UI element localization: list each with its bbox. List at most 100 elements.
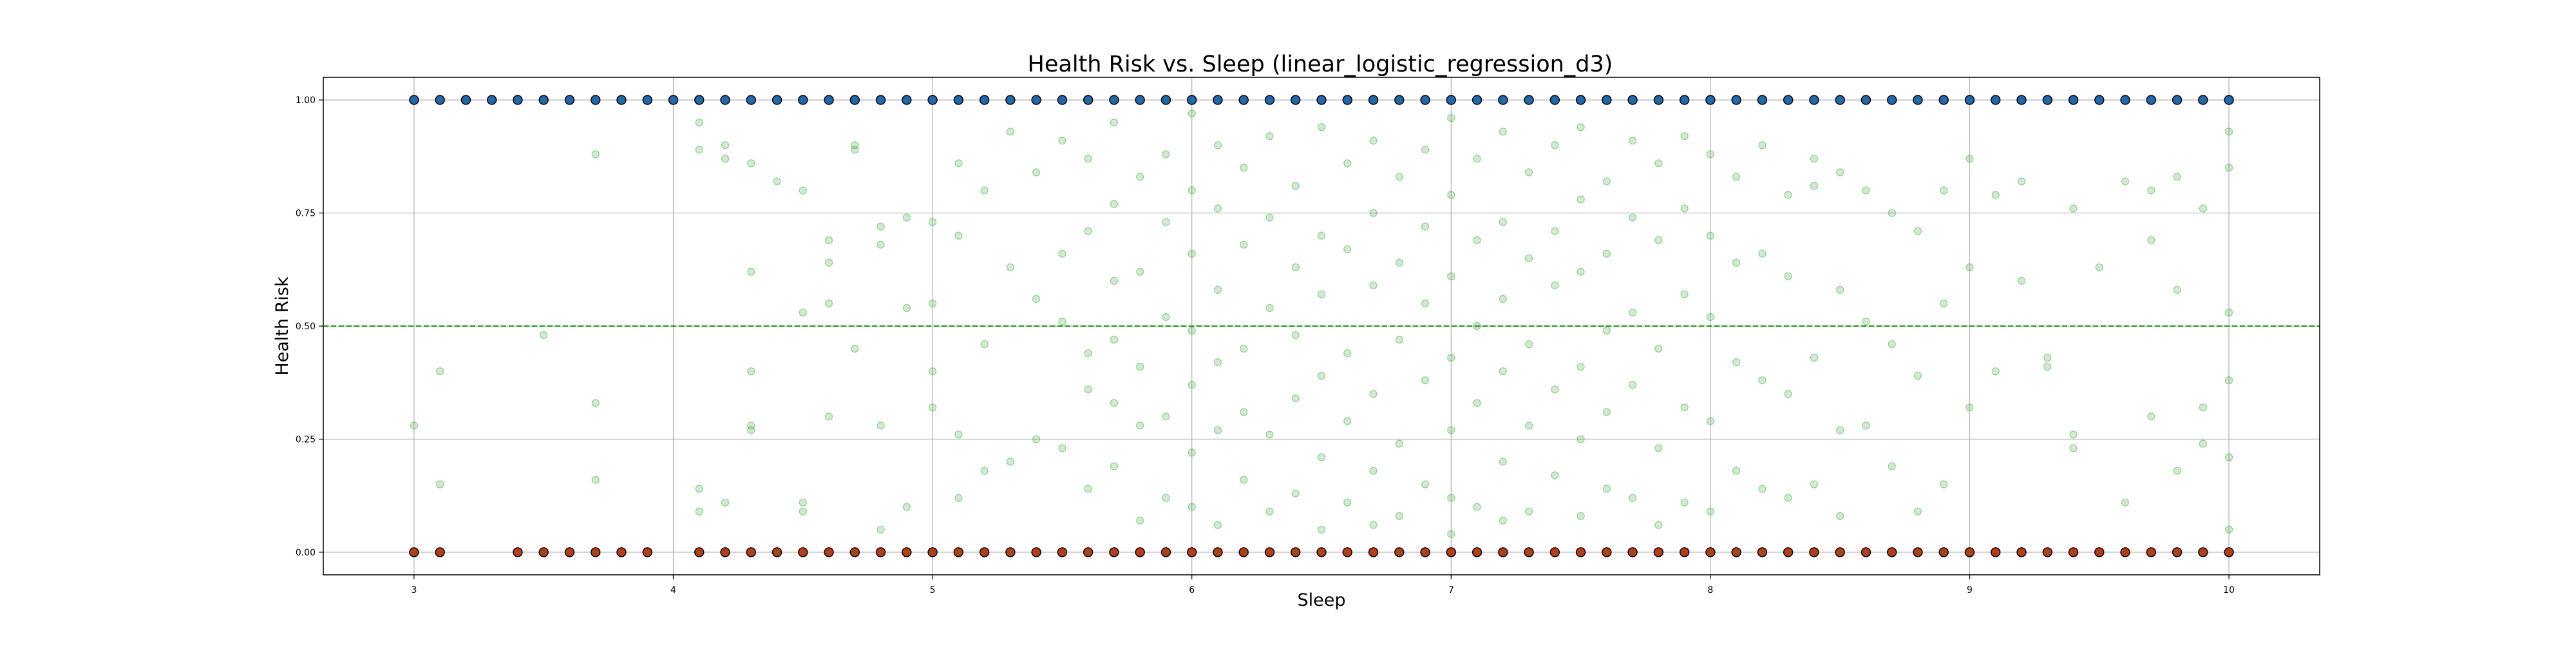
predicted-point <box>799 186 807 195</box>
label-1-point <box>616 95 627 105</box>
label-1-point <box>668 95 679 105</box>
predicted-point <box>1291 182 1300 190</box>
x-tick-label: 3 <box>411 585 417 595</box>
label-1-prediction-overlay <box>2121 96 2129 104</box>
label-0-point <box>1757 547 1768 557</box>
label-1-prediction-overlay <box>1836 96 1844 104</box>
predicted-point <box>1888 209 1896 217</box>
label-1-prediction-overlay <box>1110 96 1118 104</box>
predicted-point <box>1136 363 1144 371</box>
predicted-point <box>902 213 911 222</box>
label-1-point <box>1109 95 1119 105</box>
predicted-point <box>1343 498 1352 507</box>
label-1-point <box>1964 95 1975 105</box>
predicted-point <box>1784 390 1792 398</box>
predicted-point <box>1629 494 1637 502</box>
predicted-point <box>1680 132 1689 140</box>
label-1-point <box>513 95 523 105</box>
label-0-prediction-overlay <box>2174 548 2181 556</box>
label-1-point <box>1342 95 1352 105</box>
predicted-point <box>799 507 807 516</box>
label-1-prediction-overlay <box>643 96 651 104</box>
label-0-prediction-overlay <box>696 548 703 556</box>
predicted-point <box>1680 403 1689 412</box>
label-0-prediction-overlay <box>1421 548 1429 556</box>
predicted-point <box>2199 403 2207 412</box>
predicted-point <box>851 146 859 154</box>
label-1-prediction-overlay <box>799 96 807 104</box>
label-0-point <box>1575 547 1586 557</box>
predicted-point <box>1680 498 1689 507</box>
label-0-point <box>1887 547 1897 557</box>
predicted-point <box>1810 182 1819 190</box>
label-0-prediction-overlay <box>1965 548 1973 556</box>
predicted-point <box>2043 363 2052 371</box>
x-ticks: 3 4 5 6 7 8 9 10 <box>411 575 2235 595</box>
label-0-point <box>1264 547 1275 557</box>
predicted-point <box>1317 453 1326 461</box>
predicted-point <box>2224 164 2233 172</box>
label-1-point <box>902 95 912 105</box>
predicted-point <box>1084 155 1092 163</box>
predicted-point <box>540 331 548 340</box>
predicted-point <box>747 426 755 434</box>
label-0-prediction-overlay <box>1265 548 1273 556</box>
predicted-point <box>1654 344 1663 353</box>
label-1-point <box>2224 95 2234 105</box>
label-0-point <box>1109 547 1119 557</box>
predicted-point <box>1447 426 1455 434</box>
label-0-prediction-overlay <box>747 548 755 556</box>
predicted-point <box>695 146 703 154</box>
predicted-point <box>902 304 911 313</box>
predicted-point <box>1421 480 1430 488</box>
predicted-point <box>2069 444 2078 452</box>
predicted-point <box>1084 227 1092 235</box>
predicted-point <box>1343 349 1352 358</box>
label-0-prediction-overlay <box>1032 548 1040 556</box>
label-1-point <box>2172 95 2183 105</box>
predicted-point <box>1473 236 1481 244</box>
label-0-point <box>694 547 705 557</box>
label-0-point <box>2172 547 2183 557</box>
label-0-prediction-overlay <box>1888 548 1896 556</box>
predicted-point <box>1551 471 1559 479</box>
label-1-point <box>849 95 860 105</box>
x-tick-label: 10 <box>2223 585 2235 595</box>
label-0-prediction-overlay <box>436 548 444 556</box>
label-0-prediction-overlay <box>1292 548 1300 556</box>
label-1-point <box>953 95 964 105</box>
predicted-point <box>1940 186 1948 195</box>
predicted-point <box>980 186 989 195</box>
predicted-point <box>1706 507 1714 516</box>
predicted-point <box>2224 128 2233 136</box>
label-1-point <box>2042 95 2052 105</box>
label-1-point <box>1835 95 1845 105</box>
label-0-point <box>1005 547 1016 557</box>
predicted-point <box>1758 485 1766 493</box>
predicted-point <box>954 159 963 168</box>
label-0-prediction-overlay <box>1810 548 1818 556</box>
y-ticks: 0.00 0.25 0.50 0.75 1.00 <box>296 95 323 558</box>
label-0-prediction-overlay <box>1396 548 1403 556</box>
label-1-prediction-overlay <box>2147 96 2155 104</box>
predicted-point <box>1110 399 1119 407</box>
predicted-point <box>1058 137 1066 145</box>
label-1-point <box>1264 95 1275 105</box>
predicted-point <box>1188 503 1196 511</box>
label-1-prediction-overlay <box>1162 96 1170 104</box>
predicted-point <box>1862 421 1870 430</box>
predicted-point <box>1136 173 1144 181</box>
label-0-prediction-overlay <box>721 548 729 556</box>
label-0-point <box>1187 547 1197 557</box>
predicted-point <box>1317 290 1326 298</box>
predicted-point <box>876 421 885 430</box>
label-0-point <box>2016 547 2027 557</box>
predicted-point <box>1265 507 1274 516</box>
predicted-point <box>1940 480 1948 488</box>
label-0-prediction-overlay <box>1318 548 1325 556</box>
label-0-point <box>1705 547 1716 557</box>
predicted-point <box>1058 317 1066 326</box>
label-0-point <box>2198 547 2208 557</box>
predicted-point <box>1188 110 1196 118</box>
label-0-point <box>1653 547 1664 557</box>
